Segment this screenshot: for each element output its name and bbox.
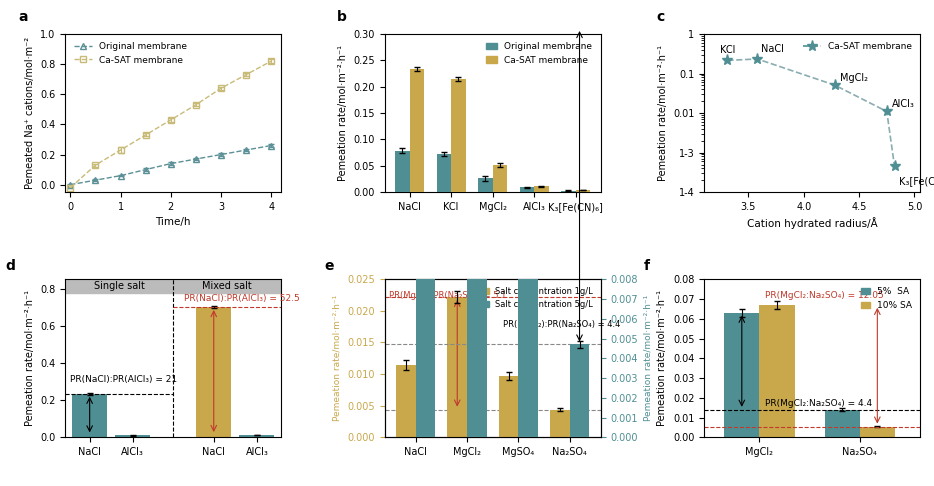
Bar xyxy=(451,79,466,192)
Y-axis label: Pemeation rate/mol·m⁻²·h⁻¹: Pemeation rate/mol·m⁻²·h⁻¹ xyxy=(644,295,653,421)
Bar xyxy=(239,435,275,437)
Bar xyxy=(174,279,281,294)
Text: PR(MgCl₂):PR(Na₂SO₄) = 5.1: PR(MgCl₂):PR(Na₂SO₄) = 5.1 xyxy=(389,291,506,300)
Y-axis label: Pemeated Na⁺ cations/mol·m⁻²: Pemeated Na⁺ cations/mol·m⁻² xyxy=(24,37,35,189)
Text: PR(MgCl₂):PR(Na₂SO₄) = 4.4: PR(MgCl₂):PR(Na₂SO₄) = 4.4 xyxy=(503,320,621,329)
Text: d: d xyxy=(5,259,15,273)
Bar xyxy=(196,307,232,437)
Bar xyxy=(396,365,416,437)
Bar xyxy=(575,190,590,192)
Bar xyxy=(759,305,795,437)
Bar xyxy=(65,279,174,294)
Y-axis label: Pemeation rate/mol·m⁻²·h⁻¹: Pemeation rate/mol·m⁻²·h⁻¹ xyxy=(658,45,668,181)
Bar xyxy=(410,69,424,192)
Bar xyxy=(825,410,860,437)
Legend: 5%  SA, 10% SA: 5% SA, 10% SA xyxy=(857,284,915,313)
Text: e: e xyxy=(324,259,333,273)
Bar xyxy=(534,187,548,192)
Bar xyxy=(499,376,518,437)
Legend: Original membrane, Ca-SAT membrane: Original membrane, Ca-SAT membrane xyxy=(70,38,191,68)
Y-axis label: Pemeation rate/mol·m⁻²·h⁻¹: Pemeation rate/mol·m⁻²·h⁻¹ xyxy=(333,295,342,421)
Text: c: c xyxy=(657,10,665,24)
Bar xyxy=(493,165,507,192)
Text: PR(MgCl₂:Na₂SO₄) = 12.05: PR(MgCl₂:Na₂SO₄) = 12.05 xyxy=(765,291,884,300)
X-axis label: Cation hydrated radius/Å: Cation hydrated radius/Å xyxy=(747,218,877,229)
Bar xyxy=(467,28,487,437)
Text: PR(NaCl):PR(AlCl₃) = 52.5: PR(NaCl):PR(AlCl₃) = 52.5 xyxy=(184,295,300,303)
Legend: Original membrane, Ca-SAT membrane: Original membrane, Ca-SAT membrane xyxy=(483,38,596,68)
Legend: Salt concentration 1g/L, Salt concentration 5g/L: Salt concentration 1g/L, Salt concentrat… xyxy=(477,283,597,312)
Bar xyxy=(518,216,538,437)
X-axis label: Time/h: Time/h xyxy=(156,218,191,227)
Bar xyxy=(550,410,570,437)
Legend: Ca-SAT membrane: Ca-SAT membrane xyxy=(799,38,915,55)
Bar xyxy=(724,313,759,437)
Text: b: b xyxy=(337,10,347,24)
Text: a: a xyxy=(18,10,27,24)
Text: PR(NaCl):PR(AlCl₃) = 21: PR(NaCl):PR(AlCl₃) = 21 xyxy=(70,375,177,384)
Text: MgCl₂: MgCl₂ xyxy=(841,73,869,83)
Bar xyxy=(561,191,575,192)
Bar xyxy=(519,188,534,192)
Bar xyxy=(416,165,435,437)
Text: Mixed salt: Mixed salt xyxy=(203,281,252,291)
Bar xyxy=(570,345,589,437)
Bar xyxy=(478,178,493,192)
Text: K₃[Fe(CN)₆]: K₃[Fe(CN)₆] xyxy=(899,176,934,187)
Y-axis label: Pemeation rate/mol·m⁻²·h⁻¹: Pemeation rate/mol·m⁻²·h⁻¹ xyxy=(338,45,347,181)
Bar xyxy=(72,394,107,437)
Bar xyxy=(437,154,451,192)
Text: KCl: KCl xyxy=(720,46,736,55)
Bar xyxy=(447,297,467,437)
Text: f: f xyxy=(644,259,650,273)
Bar xyxy=(395,151,410,192)
Y-axis label: Pemeation rate/mol·m⁻²·h⁻¹: Pemeation rate/mol·m⁻²·h⁻¹ xyxy=(658,290,668,426)
Text: NaCl: NaCl xyxy=(761,44,785,54)
Text: Single salt: Single salt xyxy=(94,281,145,291)
Text: AlCl₃: AlCl₃ xyxy=(892,99,915,109)
Y-axis label: Pemeation rate/mol·m⁻²·h⁻¹: Pemeation rate/mol·m⁻²·h⁻¹ xyxy=(24,290,35,426)
Text: PR(MgCl₂:Na₂SO₄) = 4.4: PR(MgCl₂:Na₂SO₄) = 4.4 xyxy=(765,399,871,408)
Bar xyxy=(115,435,150,437)
Bar xyxy=(860,427,895,437)
